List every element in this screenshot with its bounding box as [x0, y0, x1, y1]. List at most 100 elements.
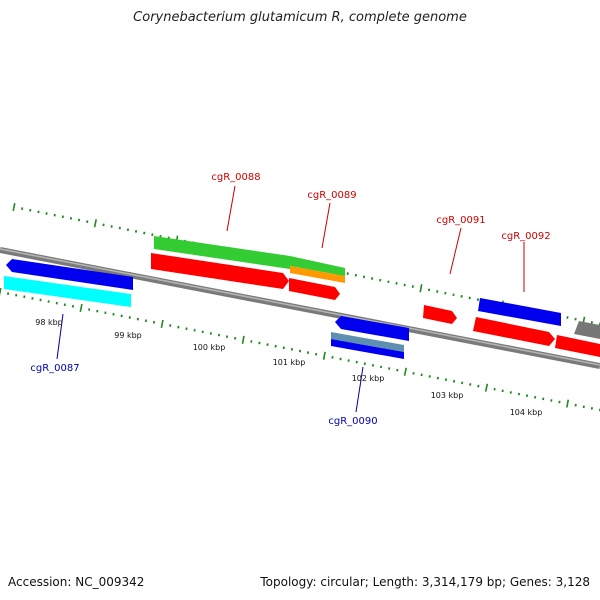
inner-ring-minor-tick — [234, 336, 237, 340]
gene-label-cgR_0091[interactable]: cgR_0091 — [436, 215, 485, 226]
gene-cgR_0087-feature-blue[interactable] — [6, 259, 133, 290]
outer-ring-minor-tick — [143, 231, 146, 235]
gene-cgR_0089-feature-red[interactable] — [289, 278, 340, 300]
outer-ring-major-tick — [419, 284, 423, 293]
next-gene-feature-gray[interactable] — [574, 321, 600, 339]
gene-cgR_0087-feature-cyan[interactable] — [4, 276, 131, 307]
inner-ring-minor-tick — [525, 394, 529, 397]
gene-cgR_0091-feature-red[interactable] — [423, 305, 457, 324]
gene-cgR_0090-feature-steel[interactable] — [331, 332, 404, 352]
inner-tick-ring — [0, 287, 600, 412]
outer-ring-minor-tick — [566, 316, 569, 319]
inner-ring-minor-tick — [47, 300, 50, 303]
inner-ring-major-tick — [322, 351, 326, 360]
outer-ring-minor-tick — [69, 217, 73, 220]
gene-label-cgR_0090[interactable]: cgR_0090 — [328, 416, 377, 427]
inner-ring-minor-tick — [379, 365, 383, 369]
outer-ring-minor-tick — [45, 212, 48, 215]
gene-label-cgR_0092[interactable]: cgR_0092 — [501, 231, 550, 242]
gene-cgR_0089-feature-orange[interactable] — [290, 266, 345, 283]
gene-label-cgR_0089[interactable]: cgR_0089 — [307, 190, 356, 201]
inner-ring-minor-tick — [217, 333, 221, 337]
inner-ring-minor-tick — [517, 392, 521, 396]
outer-ring-minor-tick — [21, 207, 24, 210]
gene-cgR_0088-feature-red[interactable] — [151, 253, 289, 289]
axis-label-101kbp: 101 kbp — [273, 358, 306, 367]
inner-ring-minor-tick — [331, 356, 334, 359]
inner-ring-minor-tick — [128, 316, 131, 319]
outer-ring-minor-tick — [403, 283, 406, 287]
outer-ring-minor-tick — [468, 296, 471, 300]
gene-labels: cgR_0087 cgR_0088 cgR_0089 cgR_0090 cgR_… — [30, 172, 550, 427]
inner-ring-minor-tick — [339, 357, 342, 361]
gene-label-leader-lines — [56, 185, 525, 413]
inner-ring-minor-tick — [477, 384, 480, 388]
outer-ring-minor-tick — [37, 210, 40, 214]
outer-ring-minor-tick — [110, 225, 113, 228]
inner-ring-major-tick — [160, 319, 164, 328]
inner-ring-minor-tick — [63, 303, 66, 307]
outer-ring-minor-tick — [126, 228, 130, 232]
gene-cgR_0090-feature-blue-top[interactable] — [335, 316, 409, 341]
inner-ring-minor-tick — [39, 298, 42, 302]
inner-ring-minor-tick — [120, 314, 123, 318]
position-axis-labels: 98 kbp 99 kbp 100 kbp 101 kbp 102 kbp 10… — [35, 318, 542, 417]
axis-label-103kbp: 103 kbp — [431, 391, 464, 400]
gene-cgR_0089-feature-green[interactable] — [290, 256, 345, 276]
gene-cgR_0088-feature-green[interactable] — [154, 236, 290, 269]
outer-ring-minor-tick — [574, 317, 577, 321]
inner-ring-minor-tick — [542, 397, 545, 401]
inner-ring-minor-tick — [136, 317, 139, 321]
axis-label-98kbp: 98 kbp — [35, 318, 63, 327]
inner-ring-minor-tick — [428, 375, 431, 378]
inner-ring-minor-tick — [574, 403, 577, 407]
inner-ring-minor-tick — [250, 340, 253, 343]
inner-ring-minor-tick — [347, 359, 350, 362]
inner-ring-minor-tick — [371, 364, 375, 367]
gene-cgR_0092-feature-red[interactable] — [473, 317, 555, 346]
inner-ring-minor-tick — [169, 324, 172, 327]
inner-ring-major-tick — [241, 335, 245, 344]
leader-cgR_0091 — [449, 227, 462, 275]
inner-ring-minor-tick — [444, 378, 448, 382]
inner-ring-minor-tick — [258, 341, 261, 345]
outer-ring-minor-tick — [86, 220, 89, 223]
outer-ring-minor-tick — [476, 298, 480, 301]
inner-ring-minor-tick — [469, 383, 472, 386]
outer-ring-minor-tick — [29, 208, 32, 212]
outer-ring-minor-tick — [436, 290, 439, 293]
genome-stats-label: Topology: circular; Length: 3,314,179 bp… — [260, 575, 590, 589]
inner-ring-major-tick — [484, 383, 489, 392]
gene-label-cgR_0088[interactable]: cgR_0088 — [211, 172, 260, 183]
next-gene-feature-red[interactable] — [555, 335, 600, 357]
inner-ring-minor-tick — [225, 335, 229, 338]
inner-ring-minor-tick — [274, 344, 277, 348]
inner-ring-minor-tick — [363, 362, 366, 366]
inner-ring-minor-tick — [266, 343, 269, 346]
axis-label-100kbp: 100 kbp — [193, 343, 226, 352]
outer-ring-minor-tick — [102, 223, 105, 227]
outer-ring-major-tick — [93, 219, 97, 228]
inner-ring-minor-tick — [550, 399, 553, 402]
outer-ring-minor-tick — [460, 295, 463, 298]
gene-cgR_0092-feature-blue[interactable] — [478, 298, 561, 326]
inner-ring-minor-tick — [461, 381, 464, 385]
gene-label-cgR_0087[interactable]: cgR_0087 — [30, 363, 79, 374]
inner-ring-minor-tick — [452, 379, 456, 383]
inner-ring-minor-tick — [534, 395, 537, 399]
outer-ring-minor-tick — [151, 233, 154, 236]
outer-ring-minor-tick — [379, 278, 382, 282]
leader-cgR_0087 — [56, 313, 64, 360]
inner-ring-minor-tick — [71, 305, 75, 308]
leader-cgR_0088 — [226, 185, 236, 232]
outer-ring-minor-tick — [427, 288, 431, 292]
outer-ring-minor-tick — [590, 321, 593, 324]
accession-label: Accession: NC_009342 — [8, 575, 145, 589]
inner-ring-minor-tick — [144, 319, 148, 323]
leader-cgR_0090 — [355, 366, 364, 413]
outer-ring-minor-tick — [395, 282, 398, 285]
outer-ring-minor-tick — [134, 230, 138, 233]
gene-cgR_0090-feature-blue-bottom[interactable] — [331, 339, 404, 359]
